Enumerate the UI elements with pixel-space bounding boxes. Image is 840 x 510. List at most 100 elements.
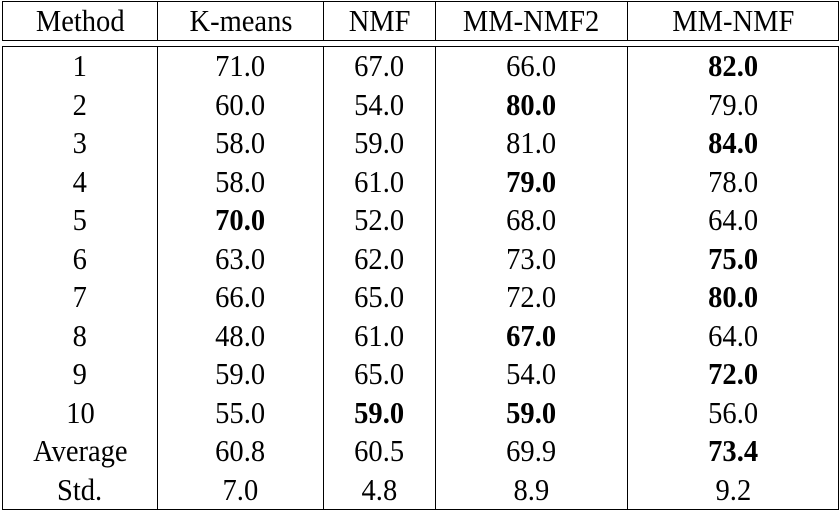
row-label: 10 <box>2 393 158 432</box>
cell-value-best: 73.4 <box>708 433 758 468</box>
row-label: Average <box>2 432 158 471</box>
table-cell: 79.0 <box>627 85 839 124</box>
table-cell: 48.0 <box>157 316 324 355</box>
cell-value: 5 <box>72 202 88 237</box>
table-cell: 61.0 <box>323 162 436 201</box>
cell-value: 10 <box>65 394 95 430</box>
header-kmeans: K-means <box>157 1 324 41</box>
cell-value: 79.0 <box>708 86 758 122</box>
table-row: 6 63.0 62.0 73.0 75.0 <box>2 239 839 278</box>
table-cell: 58.0 <box>157 124 324 163</box>
header-label: K-means <box>189 3 292 38</box>
cell-value: 60.0 <box>215 86 266 122</box>
table-cell: 84.0 <box>627 124 839 163</box>
table-cell: 69.9 <box>435 432 628 471</box>
table-cell: 79.0 <box>435 162 628 201</box>
table-cell: 65.0 <box>323 278 436 317</box>
table-cell: 7.0 <box>157 470 324 510</box>
table-row: 3 58.0 59.0 81.0 84.0 <box>2 124 839 163</box>
table-cell: 68.0 <box>435 201 628 240</box>
cell-value: 1 <box>72 48 88 83</box>
header-method: Method <box>2 1 158 41</box>
table-cell: 65.0 <box>323 355 436 394</box>
cell-value-best: 70.0 <box>215 202 266 237</box>
header-label: MM-NMF <box>671 3 795 38</box>
row-label: 2 <box>2 85 158 124</box>
table-row: 1 71.0 67.0 66.0 82.0 <box>2 46 839 86</box>
table-cell: 75.0 <box>627 239 839 278</box>
table-cell: 52.0 <box>323 201 436 240</box>
header-mm-nmf2: MM-NMF2 <box>435 1 628 41</box>
table-cell: 73.4 <box>627 432 839 471</box>
table-row: 8 48.0 61.0 67.0 64.0 <box>2 316 839 355</box>
cell-value: Average <box>32 433 128 468</box>
header-label: NMF <box>348 3 411 38</box>
cell-value: 4 <box>72 163 88 199</box>
cell-value: 59.0 <box>215 356 266 391</box>
table-cell: 80.0 <box>627 278 839 317</box>
table-cell: 56.0 <box>627 393 839 432</box>
table-cell: 64.0 <box>627 201 839 240</box>
table-cell: 54.0 <box>323 85 436 124</box>
header-row: Method K-means NMF MM-NMF2 MM-NMF <box>2 1 839 41</box>
cell-value: 64.0 <box>708 202 758 237</box>
table-row: 9 59.0 65.0 54.0 72.0 <box>2 355 839 394</box>
table-cell: 55.0 <box>157 393 324 432</box>
cell-value: 68.0 <box>506 202 557 237</box>
table-cell: 59.0 <box>157 355 324 394</box>
row-label: 7 <box>2 278 158 317</box>
table-cell: 58.0 <box>157 162 324 201</box>
cell-value: 67.0 <box>354 48 405 83</box>
table-cell: 80.0 <box>435 85 628 124</box>
cell-value: 71.0 <box>215 48 266 83</box>
table-cell: 54.0 <box>435 355 628 394</box>
cell-value: 69.9 <box>506 433 557 468</box>
cell-value: 8.9 <box>513 471 550 507</box>
row-label: 8 <box>2 316 158 355</box>
table-row: 7 66.0 65.0 72.0 80.0 <box>2 278 839 317</box>
table-cell: 59.0 <box>323 393 436 432</box>
cell-value: 7 <box>72 279 88 314</box>
row-label: 6 <box>2 239 158 278</box>
table-row: Std. 7.0 4.8 8.9 9.2 <box>2 470 839 510</box>
row-label: 3 <box>2 124 158 163</box>
table-cell: 67.0 <box>323 46 436 86</box>
cell-value: 48.0 <box>215 317 266 353</box>
table-cell: 66.0 <box>157 278 324 317</box>
table-cell: 82.0 <box>627 46 839 86</box>
cell-value: 65.0 <box>354 279 405 314</box>
cell-value-best: 80.0 <box>708 279 758 314</box>
row-label: 5 <box>2 201 158 240</box>
table-row: 10 55.0 59.0 59.0 56.0 <box>2 393 839 432</box>
table-cell: 9.2 <box>627 470 839 510</box>
table-cell: 60.0 <box>157 85 324 124</box>
cell-value: 2 <box>72 86 88 122</box>
cell-value: 61.0 <box>354 163 405 199</box>
cell-value: 54.0 <box>506 356 557 391</box>
cell-value: 65.0 <box>354 356 405 391</box>
cell-value: 72.0 <box>506 279 557 314</box>
header-label: MM-NMF2 <box>463 3 600 38</box>
table-cell: 59.0 <box>435 393 628 432</box>
row-label: 4 <box>2 162 158 201</box>
header-label: Method <box>35 3 125 38</box>
cell-value-best: 79.0 <box>506 163 557 199</box>
cell-value: Std. <box>57 471 103 507</box>
cell-value-best: 84.0 <box>708 125 758 160</box>
table-row: Average 60.8 60.5 69.9 73.4 <box>2 432 839 471</box>
table-cell: 62.0 <box>323 239 436 278</box>
table-cell: 8.9 <box>435 470 628 510</box>
cell-value-best: 59.0 <box>506 394 557 430</box>
table-cell: 72.0 <box>435 278 628 317</box>
cell-value: 81.0 <box>506 125 557 160</box>
cell-value-best: 80.0 <box>506 86 557 122</box>
cell-value: 54.0 <box>354 86 405 122</box>
cell-value-best: 72.0 <box>708 356 758 391</box>
table-cell: 60.5 <box>323 432 436 471</box>
cell-value: 9 <box>72 356 88 391</box>
table-row: 5 70.0 52.0 68.0 64.0 <box>2 201 839 240</box>
cell-value: 61.0 <box>354 317 405 353</box>
cell-value: 58.0 <box>215 163 266 199</box>
